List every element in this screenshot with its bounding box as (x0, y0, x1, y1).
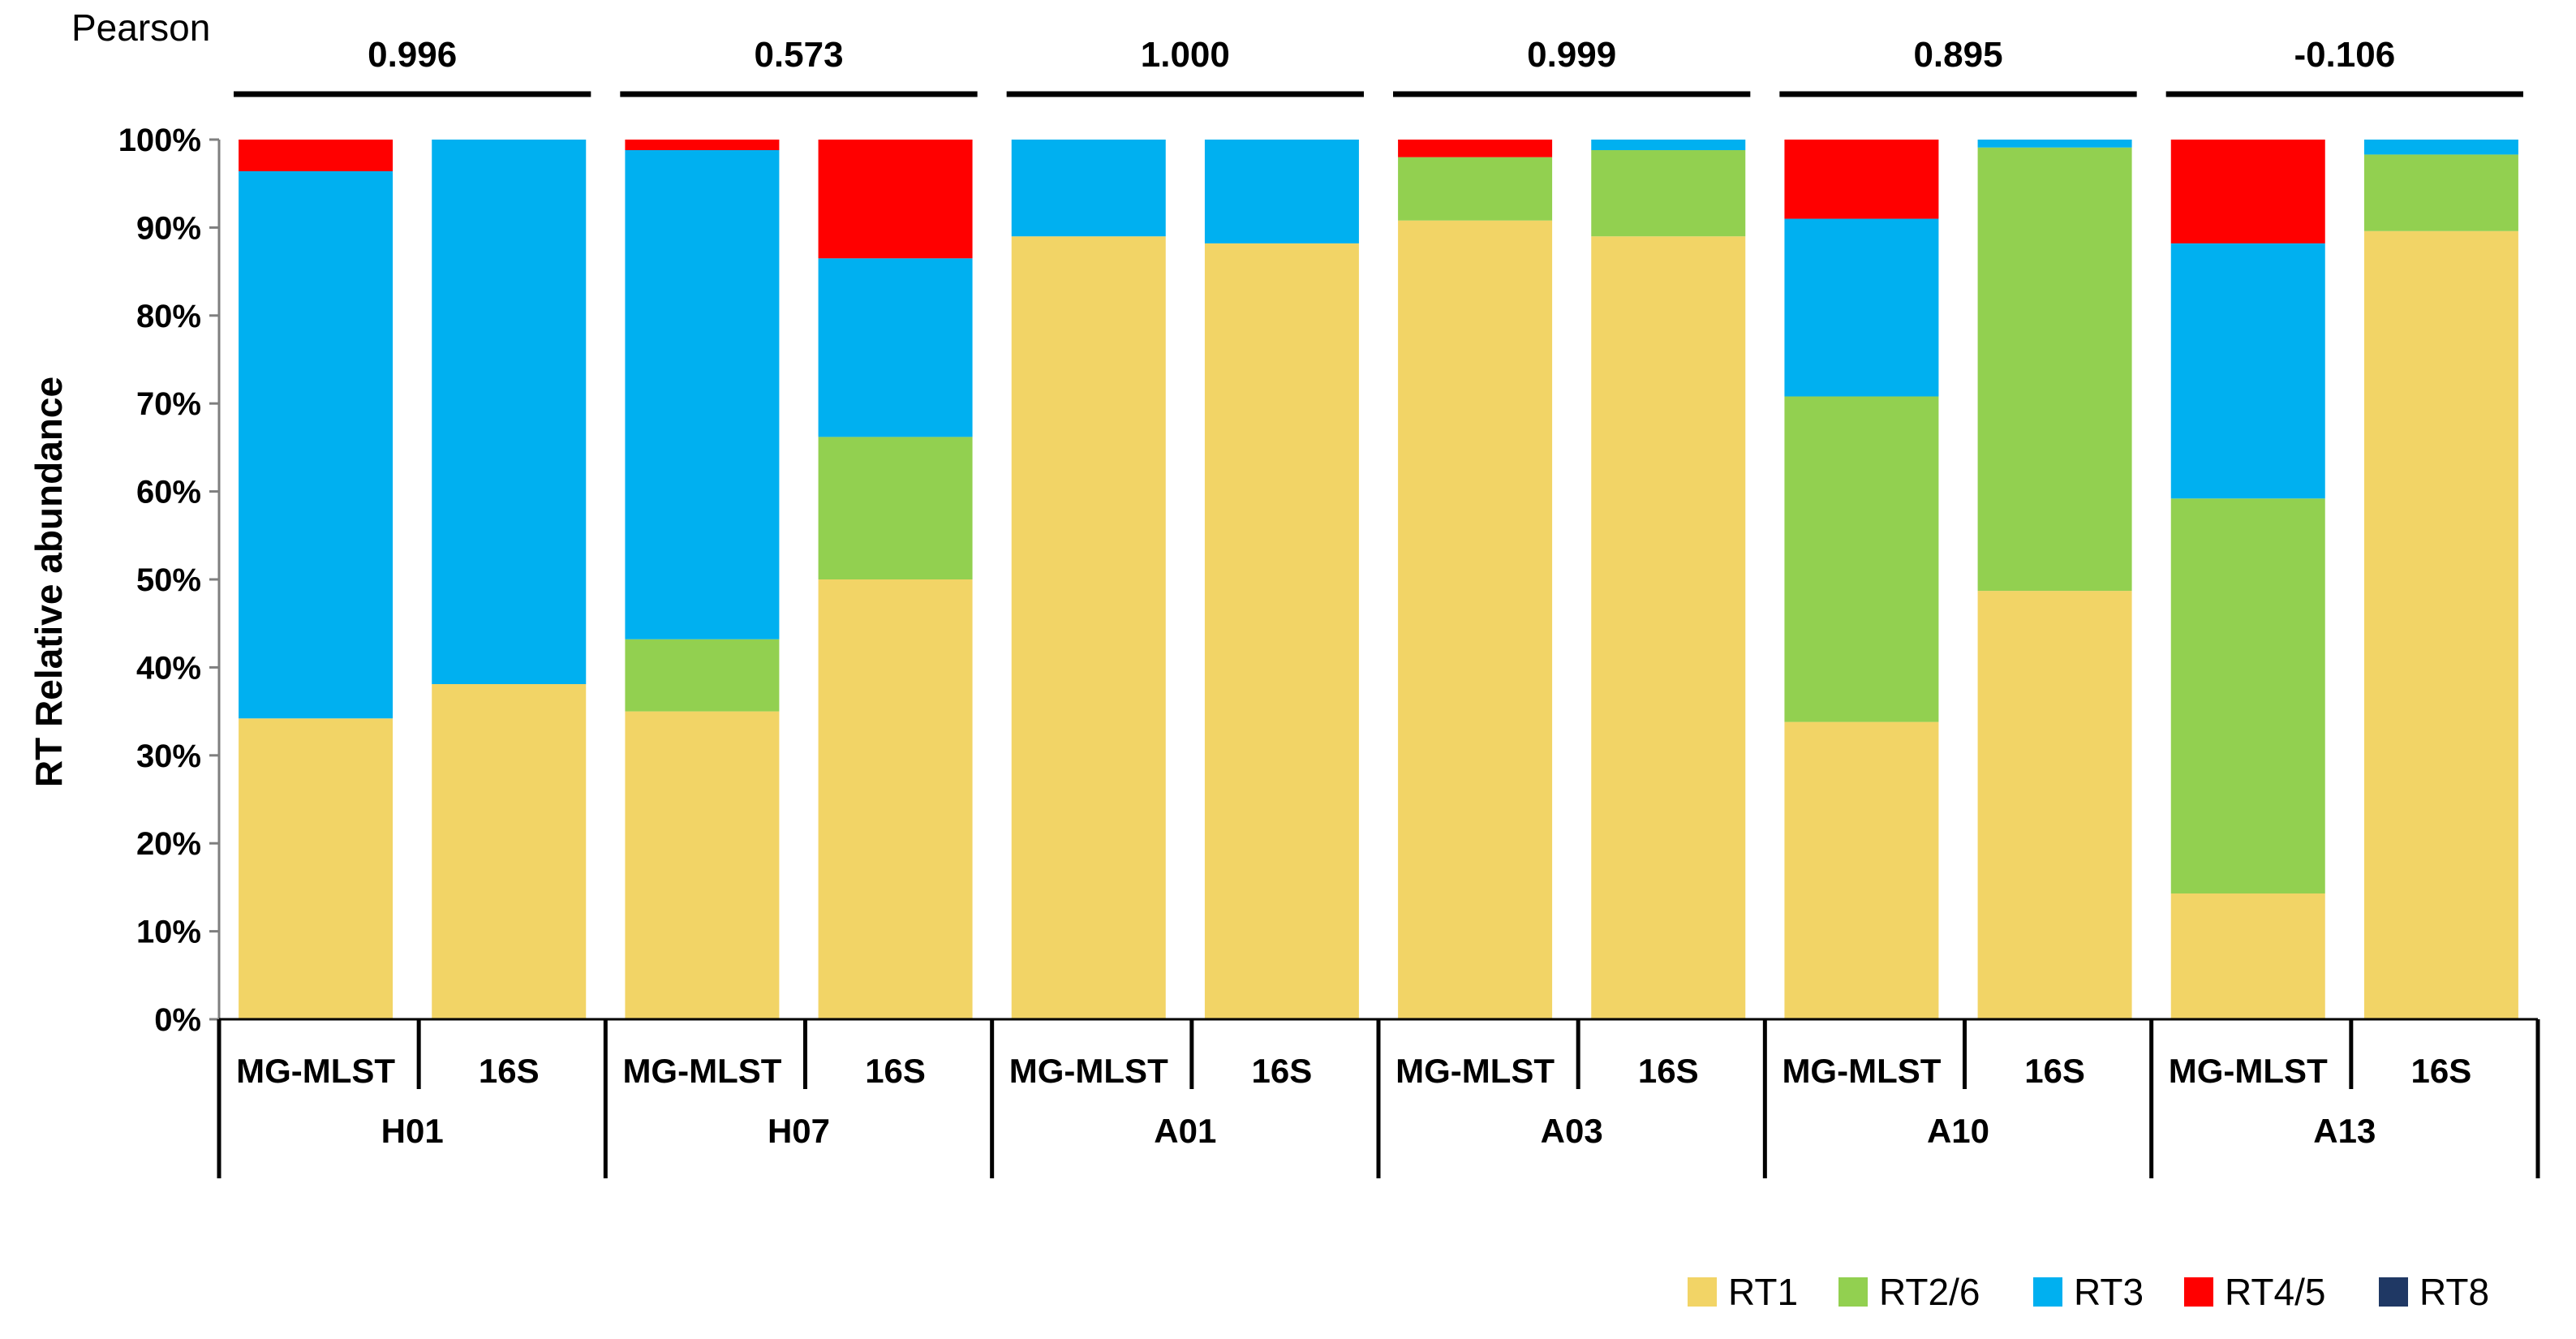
bar-rt3-h01-mg-mlst (239, 171, 393, 719)
bar-rt3-a13-mg-mlst (2170, 243, 2325, 499)
bar-rt4-5-h07-16s (818, 140, 973, 259)
method-label: 16S (2024, 1052, 2085, 1090)
bar-rt4-5-h07-mg-mlst (625, 140, 780, 151)
bar-rt1-h07-16s (818, 579, 973, 1019)
bar-rt3-h07-16s (818, 258, 973, 437)
legend: RT1 RT2/6 RT3 RT4/5 RT8 (1688, 1271, 2489, 1313)
method-label: MG-MLST (1009, 1052, 1168, 1090)
bar-rt4-5-h01-mg-mlst (239, 140, 393, 172)
bar-rt3-a01-16s (1204, 140, 1359, 243)
method-label: 16S (1252, 1052, 1313, 1090)
y-tick-label: 70% (136, 386, 201, 422)
pearson-value-a03: 0.999 (1527, 35, 1616, 75)
legend-swatch-rt1 (1688, 1277, 1717, 1307)
bar-rt3-a01-mg-mlst (1011, 140, 1166, 237)
legend-label-rt8: RT8 (2419, 1271, 2489, 1313)
y-tick-label: 10% (136, 915, 201, 950)
bar-rt3-a10-mg-mlst (1784, 218, 1939, 397)
bar-rt3-a13-16s (2363, 140, 2518, 155)
bar-rt2-6-a03-16s (1591, 150, 1746, 237)
bar-rt3-a03-16s (1591, 140, 1746, 151)
bar-rt2-6-a13-mg-mlst (2170, 498, 2325, 893)
group-label-a10: A10 (1927, 1112, 1989, 1150)
legend-label-rt3: RT3 (2074, 1271, 2144, 1313)
bar-rt1-h07-mg-mlst (625, 711, 780, 1019)
pearson-label: Pearson (71, 6, 210, 49)
bar-rt1-a10-16s (1977, 591, 2132, 1019)
method-label: MG-MLST (622, 1052, 781, 1090)
y-tick-label: 60% (136, 475, 201, 510)
bars-layer (239, 140, 2518, 1020)
bar-rt1-a03-16s (1591, 236, 1746, 1019)
pearson-value-a10: 0.895 (1913, 35, 2002, 75)
bar-rt1-h01-mg-mlst (239, 718, 393, 1019)
pearson-value-a13: -0.106 (2294, 35, 2395, 75)
y-tick-label: 20% (136, 826, 201, 862)
bar-rt1-a03-mg-mlst (1398, 220, 1553, 1019)
bar-rt1-a01-mg-mlst (1011, 236, 1166, 1019)
legend-swatch-rt8 (2379, 1277, 2408, 1307)
bar-rt3-h07-mg-mlst (625, 150, 780, 639)
bar-rt2-6-a03-mg-mlst (1398, 157, 1553, 221)
bar-rt1-a01-16s (1204, 243, 1359, 1019)
legend-label-rt2-6: RT2/6 (1879, 1271, 1980, 1313)
bar-rt1-h01-16s (432, 683, 587, 1019)
bar-rt2-6-a10-16s (1977, 147, 2132, 592)
legend-swatch-rt3 (2033, 1277, 2062, 1307)
pearson-value-a01: 1.000 (1141, 35, 1230, 75)
pearson-value-h01: 0.996 (368, 35, 457, 75)
axes-layer: 0% 10% 20% 30% 40% 50% 60% 70% 80% 90% 100% MG-MLST… (118, 35, 2540, 1178)
method-label: MG-MLST (236, 1052, 395, 1090)
y-tick-label: 30% (136, 738, 201, 774)
method-label: MG-MLST (2169, 1052, 2328, 1090)
y-tick-label: 80% (136, 299, 201, 334)
legend-swatch-rt2-6 (1838, 1277, 1868, 1307)
bar-rt1-a10-mg-mlst (1784, 721, 1939, 1019)
method-label: MG-MLST (1782, 1052, 1941, 1090)
group-label-a13: A13 (2313, 1112, 2376, 1150)
bar-rt4-5-a03-mg-mlst (1398, 140, 1553, 157)
bar-rt1-a13-16s (2363, 230, 2518, 1020)
group-label-h01: H01 (381, 1112, 444, 1150)
bar-rt1-a13-mg-mlst (2170, 893, 2325, 1019)
y-tick-label: 0% (154, 1002, 201, 1038)
y-tick-label: 100% (118, 123, 201, 158)
bar-rt2-6-a13-16s (2363, 154, 2518, 231)
group-label-h07: H07 (768, 1112, 830, 1150)
y-axis-title: RT Relative abundance (28, 377, 70, 787)
legend-label-rt4-5: RT4/5 (2225, 1271, 2325, 1313)
legend-swatch-rt4-5 (2184, 1277, 2213, 1307)
group-label-a01: A01 (1154, 1112, 1216, 1150)
bar-rt3-h01-16s (432, 140, 587, 684)
method-label: 16S (2411, 1052, 2472, 1090)
pearson-value-h07: 0.573 (754, 35, 843, 75)
method-label: 16S (865, 1052, 926, 1090)
bar-rt2-6-h07-mg-mlst (625, 639, 780, 712)
group-label-a03: A03 (1541, 1112, 1603, 1150)
bar-rt3-a10-16s (1977, 140, 2132, 148)
bar-rt4-5-a10-mg-mlst (1784, 140, 1939, 219)
y-tick-label: 50% (136, 562, 201, 598)
bar-rt4-5-a13-mg-mlst (2170, 140, 2325, 243)
y-tick-label: 90% (136, 210, 201, 246)
bar-rt2-6-a10-mg-mlst (1784, 396, 1939, 722)
method-label: 16S (1638, 1052, 1699, 1090)
y-tick-label: 40% (136, 650, 201, 686)
legend-label-rt1: RT1 (1728, 1271, 1798, 1313)
bar-rt2-6-h07-16s (818, 437, 973, 579)
method-label: MG-MLST (1396, 1052, 1555, 1090)
method-label: 16S (479, 1052, 540, 1090)
